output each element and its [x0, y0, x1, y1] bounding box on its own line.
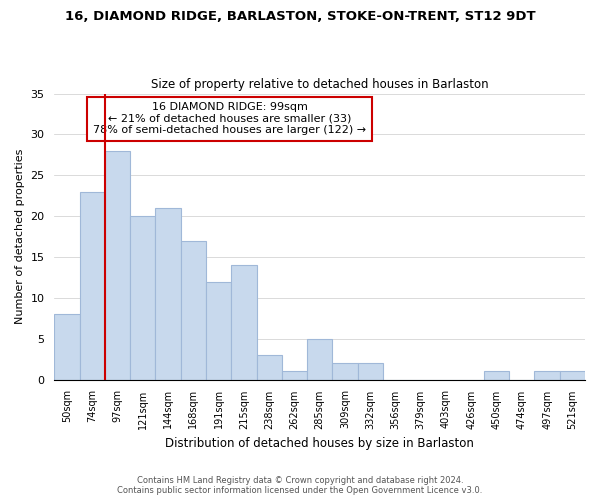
Bar [206, 282, 231, 380]
Bar [282, 372, 307, 380]
Bar [231, 265, 257, 380]
Bar [332, 363, 358, 380]
Text: 16, DIAMOND RIDGE, BARLASTON, STOKE-ON-TRENT, ST12 9DT: 16, DIAMOND RIDGE, BARLASTON, STOKE-ON-T… [65, 10, 535, 23]
Title: Size of property relative to detached houses in Barlaston: Size of property relative to detached ho… [151, 78, 488, 91]
Bar [358, 363, 383, 380]
Bar [307, 338, 332, 380]
Bar [80, 192, 105, 380]
Bar [257, 355, 282, 380]
Bar [181, 240, 206, 380]
Bar [105, 151, 130, 380]
Text: 16 DIAMOND RIDGE: 99sqm
← 21% of detached houses are smaller (33)
78% of semi-de: 16 DIAMOND RIDGE: 99sqm ← 21% of detache… [93, 102, 366, 136]
Bar [130, 216, 155, 380]
Bar [55, 314, 80, 380]
Text: Contains HM Land Registry data © Crown copyright and database right 2024.
Contai: Contains HM Land Registry data © Crown c… [118, 476, 482, 495]
Bar [484, 372, 509, 380]
Bar [560, 372, 585, 380]
Y-axis label: Number of detached properties: Number of detached properties [15, 149, 25, 324]
Bar [535, 372, 560, 380]
X-axis label: Distribution of detached houses by size in Barlaston: Distribution of detached houses by size … [165, 437, 474, 450]
Bar [155, 208, 181, 380]
